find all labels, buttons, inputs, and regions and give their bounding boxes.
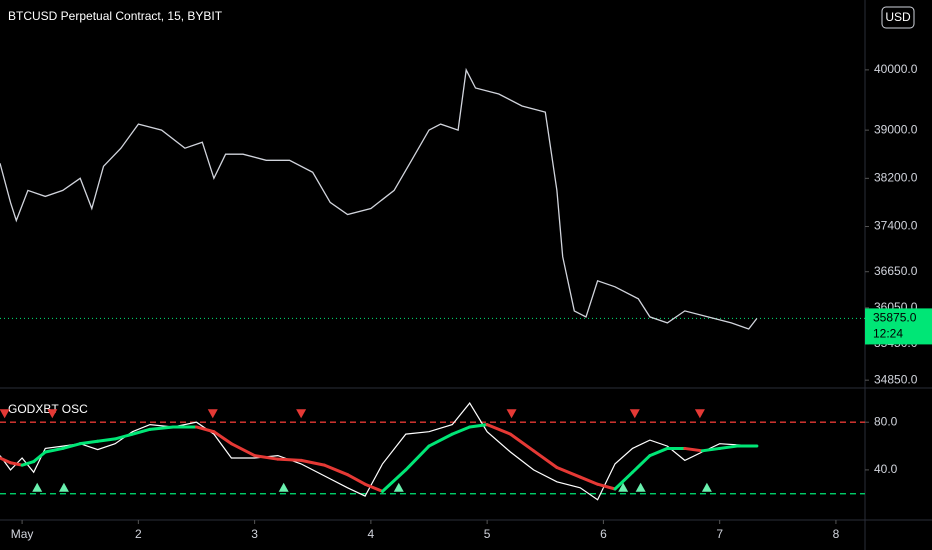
x-tick-label: 7 xyxy=(716,527,723,541)
x-tick-label: 5 xyxy=(484,527,491,541)
signal-segment xyxy=(96,437,117,443)
indicator-title: GODXBT OSC xyxy=(8,402,88,416)
signal-segment xyxy=(648,446,669,458)
signal-segment xyxy=(299,458,326,467)
x-tick-label: 6 xyxy=(600,527,607,541)
currency-button[interactable] xyxy=(881,6,915,29)
signal-segment xyxy=(194,425,216,434)
sell-signal xyxy=(629,409,640,419)
buy-signal xyxy=(635,482,646,492)
y-tick-label: 38200.0 xyxy=(874,171,918,185)
x-tick-label: 3 xyxy=(251,527,258,541)
signal-segment xyxy=(113,432,135,441)
signal-segment xyxy=(683,446,704,453)
signal-segment xyxy=(276,457,303,462)
signal-segment xyxy=(613,470,634,491)
last-price-label: 35875.0 xyxy=(873,311,917,325)
signal-segment xyxy=(555,466,582,479)
signal-segment xyxy=(596,482,617,491)
signal-segment xyxy=(718,444,739,450)
sell-signal xyxy=(207,409,218,419)
buy-signal xyxy=(32,482,43,492)
buy-signal xyxy=(618,482,629,492)
signal-segment xyxy=(346,473,367,486)
price-line xyxy=(0,67,758,330)
sell-signal xyxy=(694,409,705,419)
x-tick-label: May xyxy=(11,527,34,541)
signal-segment xyxy=(229,442,257,458)
last-price-box xyxy=(865,308,932,345)
buy-signal xyxy=(701,482,712,492)
signal-segment xyxy=(78,439,100,446)
x-tick-label: 4 xyxy=(368,527,375,541)
chart-title: BTCUSD Perpetual Contract, 15, BYBIT xyxy=(8,9,223,23)
signal-segment xyxy=(700,446,722,453)
signal-segment xyxy=(61,442,82,450)
y-tick-label: 37400.0 xyxy=(874,219,918,233)
y-tick-label: 40000.0 xyxy=(874,62,918,76)
signal-segment xyxy=(322,463,350,477)
signal-segment xyxy=(381,468,408,493)
buy-signal xyxy=(278,482,289,492)
y-tick-label: 36650.0 xyxy=(874,264,918,278)
currency-label[interactable]: USD xyxy=(885,10,911,24)
signal-segment xyxy=(363,482,385,493)
oscillator-line xyxy=(0,402,757,501)
signal-segment xyxy=(485,423,512,436)
signal-segment xyxy=(131,427,152,436)
sell-signal xyxy=(47,409,58,419)
y-tick-label: 80.0 xyxy=(874,414,898,428)
y-tick-label: 34850.0 xyxy=(874,372,918,386)
signal-segment xyxy=(532,449,559,470)
signal-segment xyxy=(630,454,652,474)
sell-signal xyxy=(296,409,307,419)
signal-segment xyxy=(508,432,536,453)
signal-segment xyxy=(578,475,600,486)
buy-signal xyxy=(58,482,69,492)
signal-segment xyxy=(8,461,24,467)
signal-segment xyxy=(468,423,489,429)
countdown-label: 12:24 xyxy=(873,327,903,341)
signal-segment xyxy=(32,450,47,464)
signal-segment xyxy=(427,432,454,448)
signal-segment xyxy=(404,444,431,472)
signal-segment xyxy=(0,456,12,465)
x-tick-label: 8 xyxy=(833,527,840,541)
buy-signal xyxy=(393,482,404,492)
signal-segment xyxy=(148,425,175,431)
y-tick-label: 40.0 xyxy=(874,462,898,476)
signal-segment xyxy=(212,430,233,446)
signal-segment xyxy=(20,460,36,467)
x-tick-label: 2 xyxy=(135,527,142,541)
signal-segment xyxy=(43,446,65,454)
sell-signal xyxy=(506,409,517,419)
sell-signal xyxy=(0,409,10,419)
signal-segment xyxy=(253,454,280,461)
y-tick-label: 39000.0 xyxy=(874,122,918,136)
signal-segment xyxy=(450,425,472,436)
